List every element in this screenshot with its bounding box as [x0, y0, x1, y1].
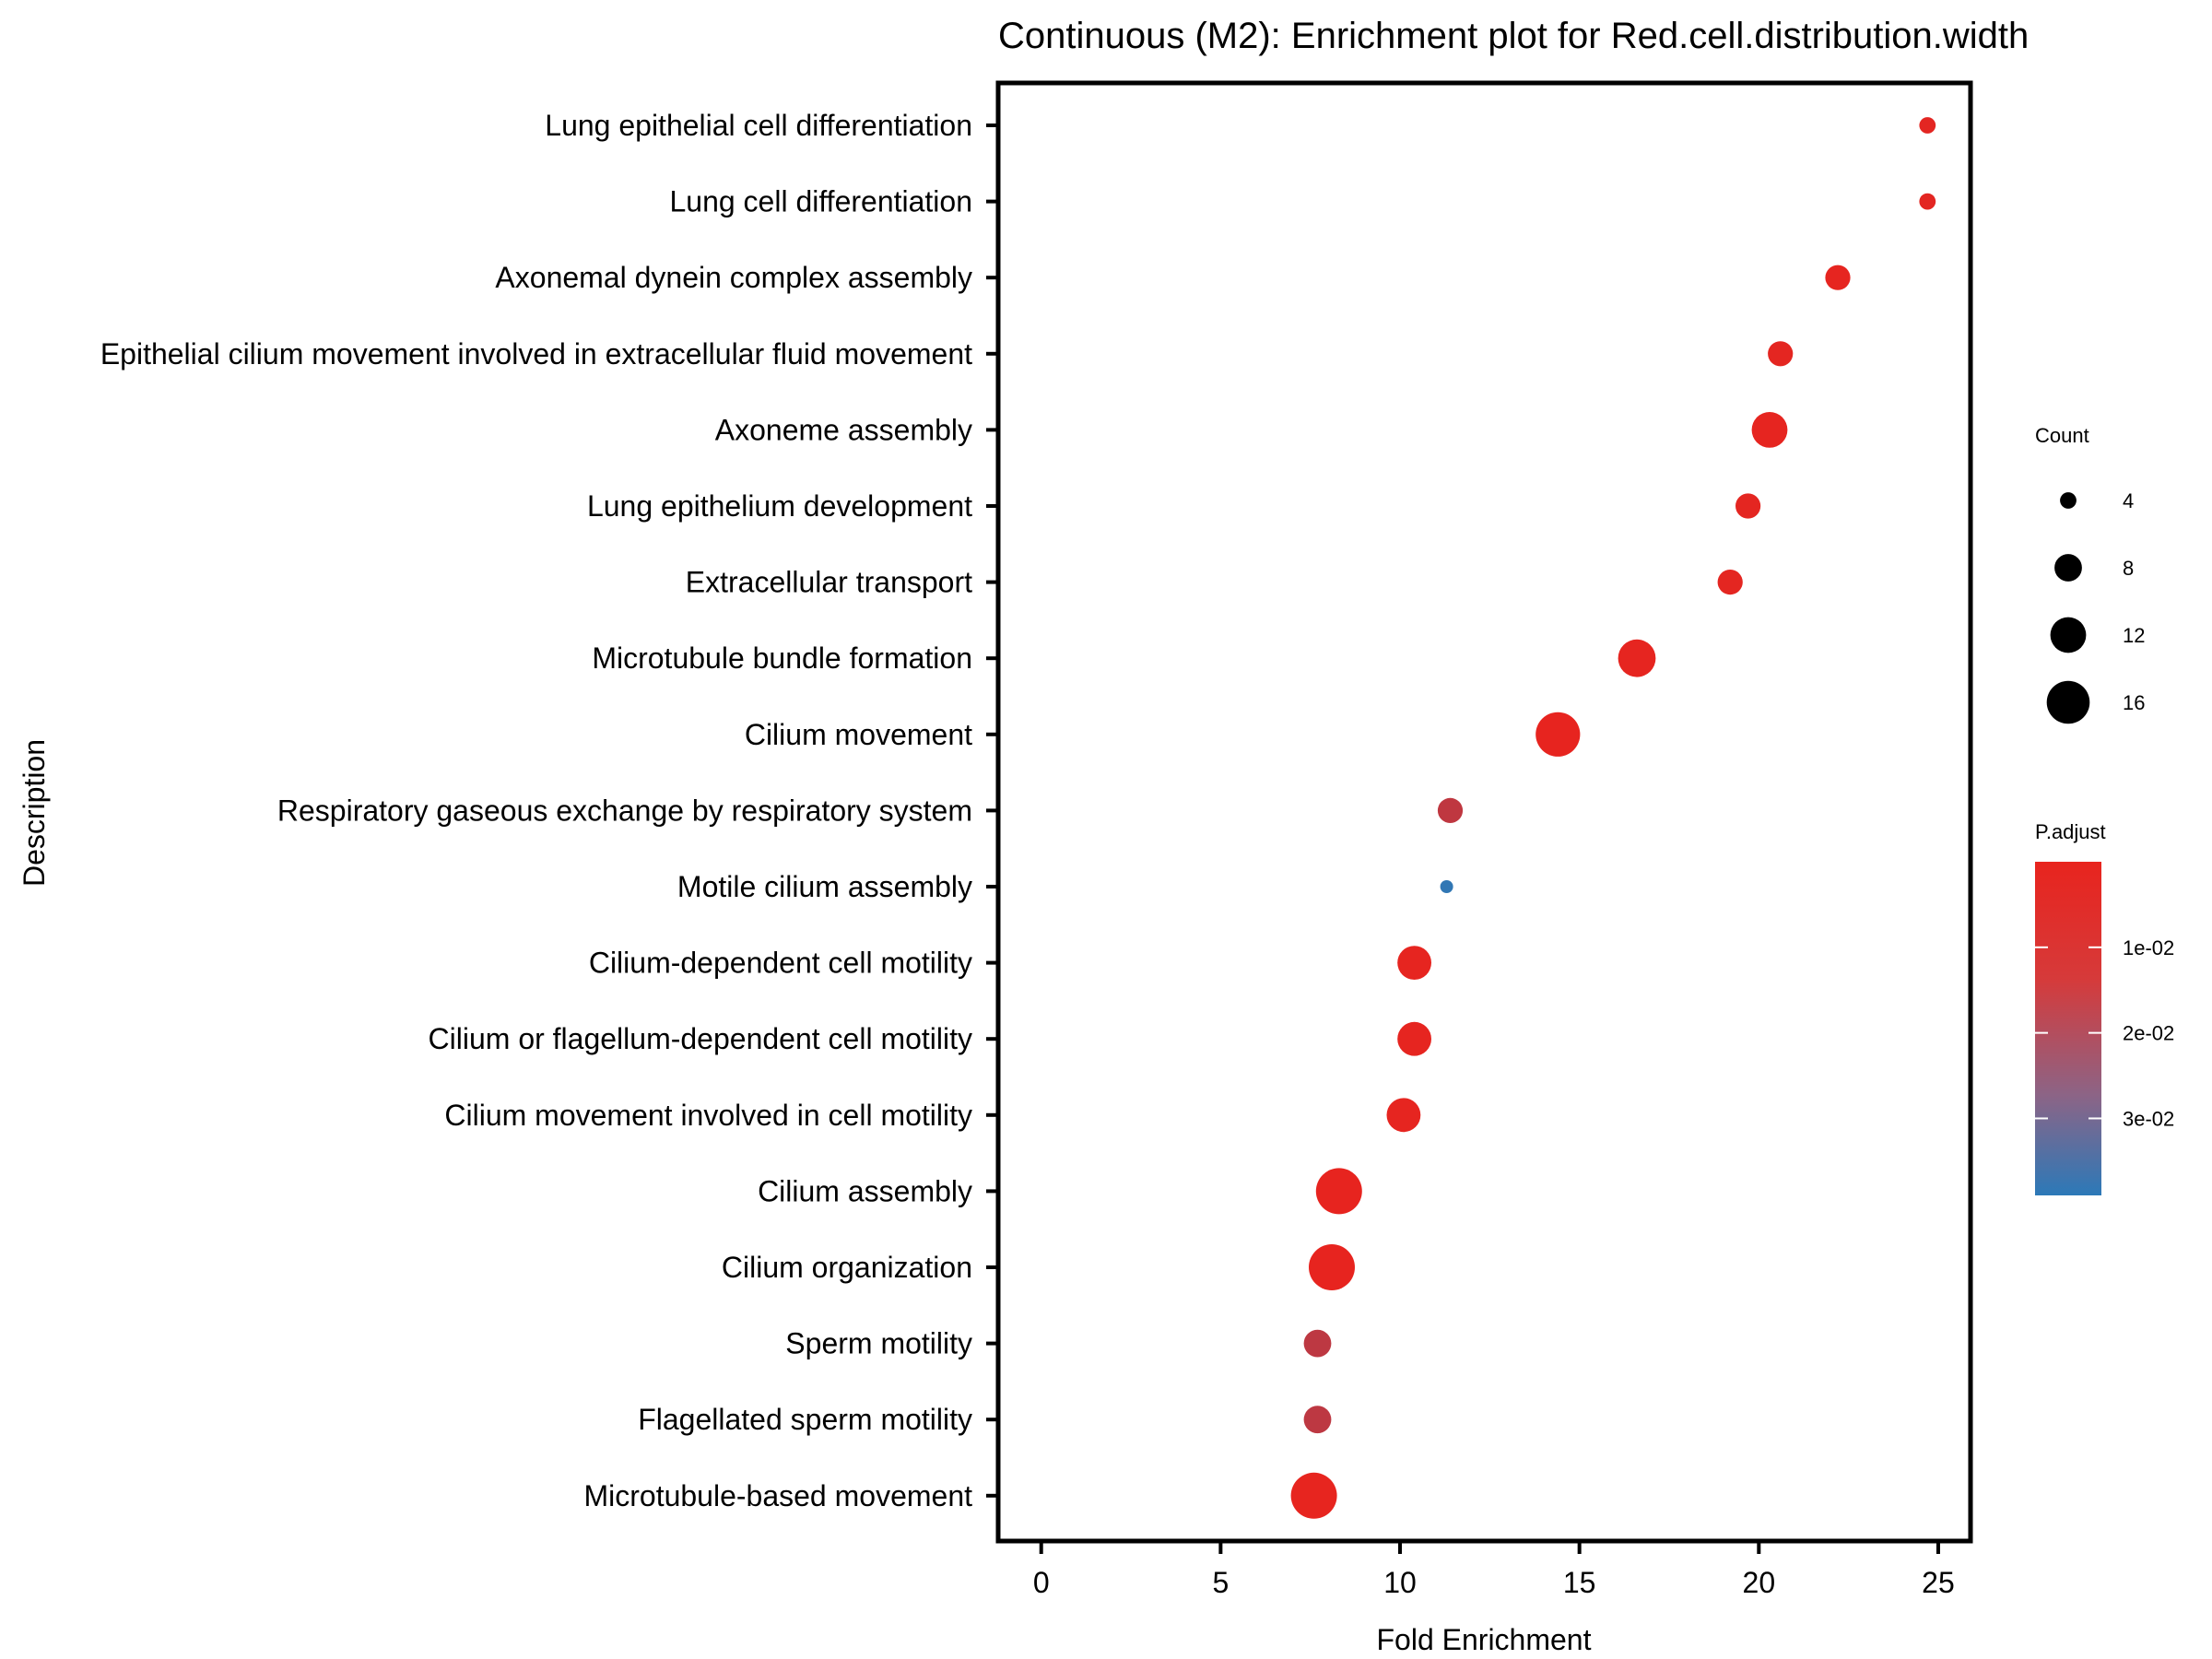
y-tick-label: Cilium movement	[745, 718, 972, 751]
data-point	[1386, 1098, 1421, 1133]
count-legend-dot	[2060, 492, 2077, 509]
data-point	[1768, 341, 1794, 367]
y-tick-label: Lung epithelial cell differentiation	[545, 109, 972, 142]
data-point	[1437, 797, 1464, 824]
data-point	[1717, 570, 1743, 595]
data-point	[1397, 946, 1431, 980]
count-legend-dot	[2046, 680, 2090, 724]
y-tick-label: Epithelial cilium movement involved in e…	[100, 337, 972, 371]
data-point	[1751, 412, 1788, 448]
data-point	[1919, 193, 1936, 210]
data-points	[1290, 117, 1936, 1519]
count-legend: Count 4 8 12 16	[2035, 424, 2145, 724]
y-tick-label: Cilium assembly	[758, 1174, 972, 1207]
padjust-legend: P.adjust 1e-02 2e-02 3e-02	[2035, 820, 2174, 1195]
data-point	[1303, 1406, 1332, 1434]
data-point	[1397, 1021, 1431, 1056]
y-tick-label: Cilium movement involved in cell motilit…	[444, 1099, 972, 1132]
padjust-legend-ticks: 1e-02 2e-02 3e-02	[2035, 936, 2174, 1130]
count-legend-label: 16	[2123, 691, 2145, 714]
y-tick-label: Flagellated sperm motility	[638, 1403, 972, 1436]
chart-title: Continuous (M2): Enrichment plot for Red…	[998, 16, 2029, 56]
x-axis-ticks: 0 5 10 15 20 25	[1033, 1541, 1955, 1599]
y-tick-label: Respiratory gaseous exchange by respirat…	[277, 794, 972, 827]
x-tick-label: 10	[1383, 1566, 1417, 1599]
data-point	[1290, 1472, 1337, 1519]
count-legend-title: Count	[2035, 424, 2089, 447]
x-tick-label: 0	[1033, 1566, 1050, 1599]
plot-panel-border	[995, 80, 1973, 1544]
data-point	[1825, 265, 1851, 290]
y-tick-label: Microtubule bundle formation	[592, 641, 972, 675]
data-point	[1303, 1329, 1332, 1358]
data-point	[1919, 117, 1936, 134]
y-tick-label: Sperm motility	[785, 1327, 972, 1360]
x-tick-label: 25	[1922, 1566, 1955, 1599]
count-legend-dot	[2050, 617, 2087, 653]
data-point	[1440, 880, 1453, 893]
y-tick-label: Cilium or flagellum-dependent cell motil…	[429, 1022, 972, 1055]
padjust-colorbar	[2035, 862, 2101, 1195]
data-point	[1315, 1168, 1362, 1215]
x-tick-label: 15	[1563, 1566, 1596, 1599]
count-legend-label: 12	[2123, 624, 2145, 647]
count-legend-label: 4	[2123, 489, 2134, 512]
y-tick-label: Lung epithelium development	[587, 489, 972, 523]
y-tick-label: Lung cell differentiation	[669, 185, 972, 218]
y-axis-labels: Lung epithelial cell differentiation Lung…	[100, 109, 972, 1512]
padjust-legend-label: 1e-02	[2123, 936, 2174, 959]
x-tick-label: 5	[1212, 1566, 1229, 1599]
y-tick-label: Extracellular transport	[686, 566, 972, 599]
count-legend-label: 8	[2123, 557, 2134, 580]
y-axis-title: Description	[18, 739, 51, 887]
data-point	[1535, 712, 1581, 757]
count-legend-items: 4 8 12 16	[2046, 489, 2145, 724]
padjust-legend-label: 2e-02	[2123, 1022, 2174, 1045]
y-tick-label: Cilium organization	[722, 1251, 972, 1284]
x-tick-label: 20	[1743, 1566, 1776, 1599]
y-tick-label: Axonemal dynein complex assembly	[495, 261, 972, 294]
data-point	[1309, 1244, 1355, 1290]
y-tick-label: Cilium-dependent cell motility	[589, 947, 972, 980]
y-tick-label: Axoneme assembly	[715, 413, 972, 446]
x-axis-title: Fold Enrichment	[1377, 1623, 1592, 1656]
count-legend-dot	[2054, 554, 2082, 582]
padjust-legend-title: P.adjust	[2035, 820, 2106, 843]
y-tick-label: Microtubule-based movement	[583, 1479, 972, 1512]
data-point	[1618, 639, 1656, 677]
data-point	[1735, 493, 1761, 519]
y-tick-label: Motile cilium assembly	[677, 870, 972, 903]
padjust-legend-label: 3e-02	[2123, 1107, 2174, 1130]
